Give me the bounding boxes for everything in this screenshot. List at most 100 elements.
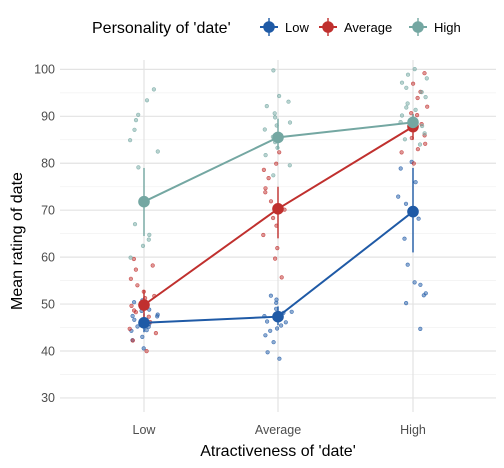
mean-points (138, 116, 419, 329)
data-point (405, 262, 410, 267)
data-point (263, 186, 268, 191)
data-point (420, 123, 425, 129)
data-point (274, 161, 279, 166)
data-point (399, 80, 405, 85)
data-point (268, 293, 274, 298)
data-point (398, 166, 403, 171)
data-point (271, 68, 276, 73)
data-point (422, 131, 427, 136)
data-point (404, 301, 409, 306)
data-point (132, 222, 138, 227)
data-point (415, 95, 420, 101)
data-point (272, 111, 277, 116)
data-point (130, 313, 135, 319)
data-point (419, 89, 424, 95)
data-point (275, 326, 280, 331)
jitter-points (127, 66, 430, 361)
mean-point (407, 205, 419, 218)
data-point (128, 138, 133, 143)
data-point (415, 112, 420, 118)
y-tick-label: 40 (41, 344, 55, 358)
data-point (147, 232, 152, 237)
y-tick-label: 30 (41, 391, 55, 405)
x-axis-title: Atractiveness of 'date' (200, 443, 356, 460)
data-point (418, 326, 423, 332)
data-point (135, 324, 140, 329)
data-point (136, 112, 141, 117)
data-point (396, 194, 401, 199)
data-point (273, 115, 278, 120)
data-point (412, 280, 417, 285)
data-point (264, 103, 269, 109)
data-point (423, 291, 428, 296)
legend-label: High (434, 20, 461, 35)
data-point (271, 173, 276, 178)
legend-key-marker (322, 21, 334, 33)
data-point (135, 283, 140, 288)
data-point (283, 320, 288, 325)
data-point (128, 276, 133, 281)
y-tick-label: 100 (34, 63, 55, 77)
data-point (132, 308, 137, 313)
data-point (268, 199, 274, 204)
data-point (415, 147, 421, 152)
data-point (133, 267, 138, 272)
data-point (265, 350, 270, 355)
data-point (279, 323, 284, 328)
mean-point (272, 131, 284, 144)
mean-point (272, 310, 284, 323)
legend-item: Low (260, 18, 309, 36)
data-point (399, 113, 405, 118)
data-point (271, 340, 276, 345)
data-point (141, 346, 146, 351)
data-point (404, 105, 409, 110)
x-tick-label: High (400, 423, 426, 437)
data-point (146, 237, 151, 242)
data-point (263, 190, 268, 195)
data-point (140, 243, 146, 248)
data-point (155, 312, 160, 317)
data-point (399, 150, 404, 155)
data-point (417, 142, 423, 147)
data-point (274, 297, 279, 302)
data-point (411, 161, 416, 166)
data-point (129, 303, 134, 309)
data-point (423, 94, 428, 100)
data-point (144, 349, 149, 354)
data-point (409, 111, 414, 116)
data-point (130, 338, 135, 343)
legend-key-marker (263, 21, 275, 33)
data-point (128, 255, 133, 260)
y-tick-label: 90 (41, 110, 55, 124)
data-point (412, 66, 417, 72)
mean-point (407, 116, 419, 129)
data-point (422, 71, 427, 76)
data-point (413, 107, 418, 112)
legend-key-marker (412, 21, 424, 33)
data-point (423, 141, 428, 146)
data-point (153, 331, 158, 336)
legend-item: High (409, 18, 461, 36)
data-point (405, 72, 411, 77)
data-point (146, 314, 151, 319)
data-point (268, 328, 273, 333)
legend-label: Average (344, 20, 392, 35)
data-point (403, 201, 409, 206)
y-tick-label: 60 (41, 250, 55, 264)
data-point (273, 256, 278, 261)
data-point (277, 93, 282, 99)
data-point (425, 104, 430, 109)
data-point (411, 81, 416, 86)
mean-point (138, 317, 150, 329)
data-point (127, 326, 132, 331)
data-point (144, 98, 150, 103)
data-point (263, 153, 268, 158)
legend: Personality of 'date' Low Average High (92, 18, 461, 37)
y-tick-label: 50 (41, 297, 55, 311)
data-point (151, 87, 156, 92)
data-point (287, 163, 292, 168)
mean-point (138, 299, 150, 311)
data-point (132, 127, 137, 132)
data-point (140, 334, 145, 340)
x-tick-label: Average (255, 423, 301, 437)
